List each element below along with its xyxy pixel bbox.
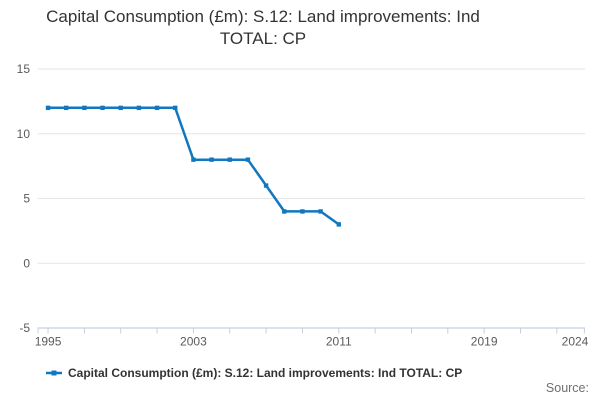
- x-axis-tick-label: 2024: [562, 335, 589, 349]
- y-axis-tick-label: 0: [23, 256, 30, 270]
- data-point[interactable]: [318, 209, 323, 214]
- y-axis-tick-label: -5: [19, 321, 30, 335]
- data-point[interactable]: [300, 209, 305, 214]
- y-axis-tick-label: 5: [23, 192, 30, 206]
- data-point[interactable]: [282, 209, 287, 214]
- x-axis-tick-label: 2003: [180, 335, 207, 349]
- source-note: Source:: [545, 381, 589, 395]
- chart-title-line1: Capital Consumption (£m): S.12: Land imp…: [46, 7, 480, 26]
- data-line: [46, 106, 341, 226]
- data-point[interactable]: [45, 105, 51, 111]
- data-point[interactable]: [136, 105, 142, 111]
- chart-title: Capital Consumption (£m): S.12: Land imp…: [0, 6, 526, 50]
- line-series-legend-icon: [46, 370, 62, 376]
- data-point[interactable]: [173, 105, 178, 111]
- x-axis-tick-label: 1995: [35, 335, 62, 349]
- x-axis-tick-label: 2011: [326, 335, 352, 349]
- y-axis-tick-label: 10: [17, 127, 31, 141]
- data-point[interactable]: [64, 105, 69, 111]
- data-point[interactable]: [154, 105, 160, 111]
- data-point[interactable]: [245, 157, 251, 162]
- data-point[interactable]: [227, 157, 232, 162]
- data-point[interactable]: [191, 157, 196, 162]
- legend-label: Capital Consumption (£m): S.12: Land imp…: [68, 366, 463, 380]
- data-point[interactable]: [336, 222, 341, 227]
- data-point[interactable]: [118, 105, 123, 111]
- y-axis-tick-label: 15: [17, 62, 31, 76]
- data-point[interactable]: [209, 157, 214, 162]
- data-point[interactable]: [100, 105, 105, 111]
- data-point[interactable]: [82, 105, 87, 111]
- chart-title-line2: TOTAL: CP: [219, 29, 307, 48]
- data-point[interactable]: [263, 183, 269, 188]
- x-axis-tick-label: 2019: [471, 335, 498, 349]
- legend-item[interactable]: Capital Consumption (£m): S.12: Land imp…: [46, 366, 462, 380]
